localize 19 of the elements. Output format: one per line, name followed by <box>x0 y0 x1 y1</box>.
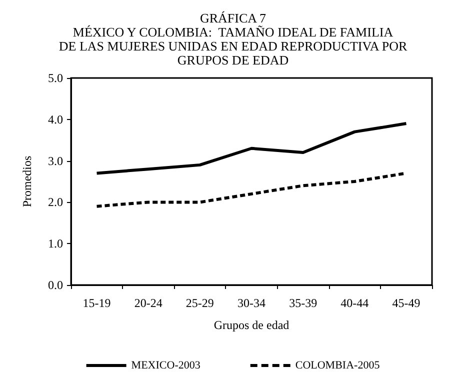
y-tick-label: 4.0 <box>48 112 63 126</box>
line-series <box>95 122 408 175</box>
x-axis-title: Grupos de edad <box>214 318 290 332</box>
y-tick-label: 0.0 <box>48 278 63 292</box>
y-tick-label: 5.0 <box>48 71 63 85</box>
x-tick-label: 25-29 <box>186 296 214 310</box>
legend-label: COLOMBIA-2005 <box>295 360 380 372</box>
x-tick-label: 15-19 <box>82 296 111 310</box>
x-tick-label: 20-24 <box>134 296 162 310</box>
y-tick-label: 3.0 <box>48 154 63 168</box>
x-tick-label: 45-49 <box>392 296 420 310</box>
x-tick-label: 40-44 <box>340 296 369 310</box>
y-tick-label: 2.0 <box>48 195 63 210</box>
chart-title: GRÁFICA 7 MÉXICO Y COLOMBIA: TAMAÑO IDEAL DE FAMILIA DE LAS MUJERES UNIDAS EN EDAD REPRODUCTIVA POR GRUPOS DE EDAD <box>58 10 408 68</box>
x-tick-label: 30-34 <box>238 296 266 310</box>
y-axis-title: Promedios <box>20 156 34 208</box>
x-tick-label: 35-39 <box>289 296 318 310</box>
y-tick-label: 1.0 <box>48 236 63 251</box>
legend-label: MEXICO-2003 <box>131 360 201 372</box>
